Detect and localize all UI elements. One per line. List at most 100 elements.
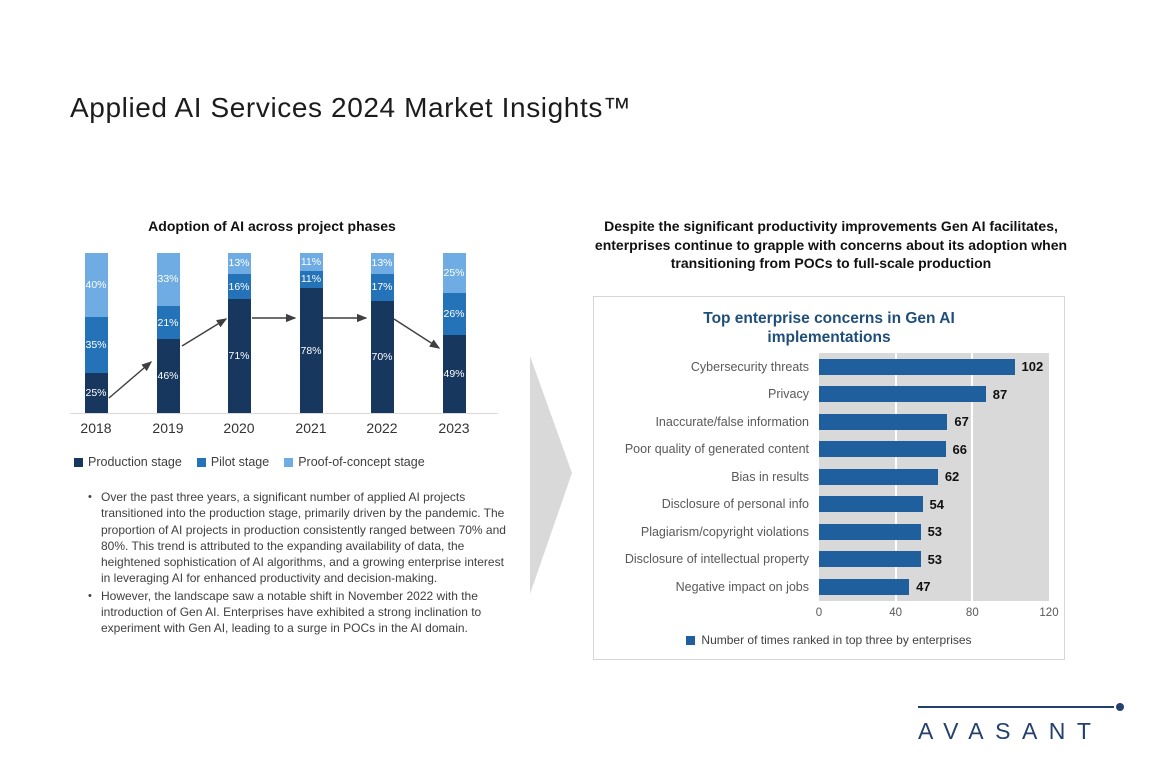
x-axis-label-2018: 2018	[80, 420, 112, 436]
legend-label: Production stage	[88, 455, 182, 469]
chevron-right-icon	[530, 356, 572, 594]
bar-value-label: 102	[1021, 359, 1044, 375]
segment-value-label: 13%	[371, 257, 393, 270]
x-axis-label-2023: 2023	[438, 420, 470, 436]
segment-value-label: 11%	[300, 273, 322, 286]
segment-production-stage: 78%	[299, 288, 323, 413]
trend-arrows	[108, 313, 441, 399]
bar-value-label: 47	[916, 579, 931, 595]
segment-value-label: 46%	[157, 370, 179, 383]
segment-proof-of-concept-stage: 25%	[442, 253, 466, 294]
right-section-heading: Despite the significant productivity imp…	[594, 218, 1068, 271]
category-label-negative-impact-on-jobs: Negative impact on jobs	[675, 579, 809, 594]
segment-value-label: 71%	[228, 350, 250, 363]
x-axis-label-2022: 2022	[366, 420, 398, 436]
bar	[819, 413, 948, 430]
segment-value-label: 40%	[85, 279, 107, 291]
legend-swatch	[686, 635, 696, 645]
x-axis-label-2019: 2019	[152, 420, 184, 436]
category-label-disclosure-of-intellectual-property: Disclosure of intellectual property	[624, 552, 809, 567]
bar-value-label: 87	[992, 386, 1008, 402]
segment-proof-of-concept-stage: 13%	[227, 253, 251, 274]
bar-row-plagiarism-copyright-violations: 53	[819, 518, 1049, 546]
segment-value-label: 16%	[228, 280, 250, 293]
bar-row-disclosure-of-intellectual-property: 53	[819, 546, 1049, 574]
segment-value-label: 21%	[157, 316, 179, 329]
segment-proof-of-concept-stage: 40%	[84, 253, 108, 317]
bar-row-privacy: 87	[819, 381, 1049, 409]
plot-area: 102 87 67 66 62 54 53 53 47	[819, 353, 1049, 601]
bar-row-cybersecurity-threats: 102	[819, 353, 1049, 381]
logo-dot-icon	[1116, 703, 1124, 711]
category-label-poor-quality-of-generated-content: Poor quality of generated content	[624, 442, 809, 457]
x-tick-80: 80	[965, 607, 979, 619]
bar-value-label: 62	[944, 469, 960, 485]
segment-value-label: 25%	[85, 387, 107, 399]
bar	[819, 468, 938, 485]
x-axis-label-2021: 2021	[295, 420, 327, 436]
avasant-logo: AVASANT	[918, 703, 1124, 745]
category-label-cybersecurity-threats: Cybersecurity threats	[690, 359, 809, 374]
segment-value-label: 78%	[300, 344, 322, 357]
legend-swatch	[74, 457, 83, 467]
x-tick-120: 120	[1039, 607, 1059, 619]
page-title: Applied AI Services 2024 Market Insights…	[70, 92, 632, 123]
legend-item-pilot-stage: Pilot stage	[196, 455, 270, 469]
bullet-item: Over the past three years, a significant…	[88, 489, 511, 587]
segment-production-stage: 46%	[156, 339, 180, 413]
bar-row-poor-quality-of-generated-content: 66	[819, 436, 1049, 464]
segment-value-label: 17%	[371, 281, 393, 294]
logo-wordmark: AVASANT	[918, 718, 1103, 744]
arrow-2022-2023	[393, 318, 441, 349]
legend-label: Pilot stage	[210, 455, 270, 469]
legend-swatch	[196, 457, 206, 467]
arrow-2019-2020	[181, 318, 228, 347]
category-labels: Cybersecurity threats Privacy Inaccurate/f…	[604, 353, 819, 601]
bar-value-label: 53	[927, 551, 943, 567]
segment-pilot-stage: 26%	[442, 293, 466, 335]
category-label-plagiarism-copyright-violations: Plagiarism/copyright violations	[640, 524, 809, 539]
x-tick-0: 0	[815, 607, 823, 619]
bar	[819, 441, 946, 458]
right-chart-title: Top enterprise concerns in Gen AI implem…	[703, 310, 955, 346]
bar	[819, 523, 921, 540]
bar-value-label: 66	[952, 441, 967, 457]
category-label-bias-in-results: Bias in results	[731, 469, 809, 484]
category-label-inaccurate-false-information: Inaccurate/false information	[655, 414, 809, 429]
legend-swatch	[284, 457, 294, 467]
stacked-bar-2020: 13% 16% 71%	[227, 253, 251, 413]
bullet-item: However, the landscape saw a notable shi…	[88, 588, 511, 637]
segment-value-label: 49%	[443, 367, 465, 380]
x-axis-label-2020: 2020	[223, 420, 255, 436]
legend-label: Number of times ranked in top three by e…	[701, 633, 972, 647]
bar-row-negative-impact-on-jobs: 47	[819, 573, 1049, 601]
segment-value-label: 35%	[85, 339, 107, 351]
category-label-disclosure-of-personal-info: Disclosure of personal info	[661, 497, 809, 512]
segment-production-stage: 49%	[442, 334, 466, 413]
segment-pilot-stage: 35%	[84, 317, 108, 373]
bar-value-label: 54	[929, 496, 944, 512]
segment-value-label: 70%	[371, 351, 393, 363]
segment-pilot-stage: 21%	[156, 305, 180, 340]
segment-pilot-stage: 17%	[370, 273, 394, 301]
segment-pilot-stage: 16%	[227, 273, 251, 300]
segment-value-label: 11%	[300, 255, 322, 268]
segment-value-label: 13%	[228, 257, 250, 270]
segment-production-stage: 70%	[370, 301, 394, 413]
segment-production-stage: 71%	[227, 299, 251, 413]
segment-value-label: 26%	[443, 307, 465, 320]
left-chart: 40% 35% 25% 2018 33% 21% 46% 2019 13% 16% 71% 2020 1…	[70, 253, 498, 436]
legend-item-proof-of-concept-stage: Proof-of-concept stage	[284, 455, 425, 469]
bar	[819, 386, 986, 403]
category-label-privacy: Privacy	[768, 387, 809, 402]
segment-value-label: 25%	[443, 267, 465, 280]
bar-row-disclosure-of-personal-info: 54	[819, 491, 1049, 519]
gridline-80	[971, 353, 974, 601]
left-chart-title: Adoption of AI across project phases	[148, 218, 396, 234]
stacked-bar-2023: 25% 26% 49%	[442, 253, 466, 413]
bar	[819, 551, 921, 568]
stacked-bar-2022: 13% 17% 70%	[370, 253, 394, 413]
segment-proof-of-concept-stage: 13%	[370, 253, 394, 274]
logo-rule-line	[918, 703, 1124, 711]
